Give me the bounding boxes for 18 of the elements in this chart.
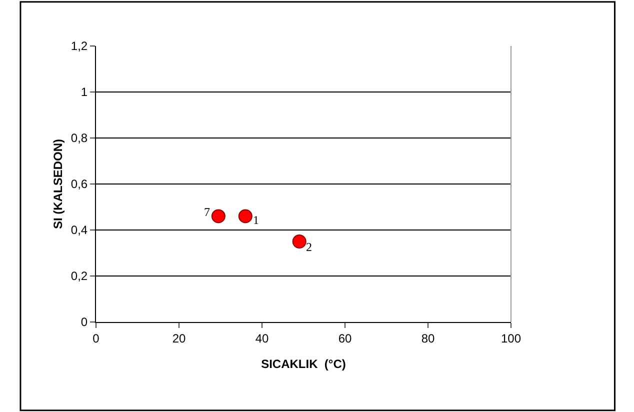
- x-tick-label: 100: [500, 331, 522, 346]
- x-tick-label: 20: [172, 331, 186, 346]
- annotation: 1: [253, 213, 259, 227]
- x-tick-label: 40: [255, 331, 269, 346]
- y-tick-label: 0,8: [70, 131, 88, 146]
- x-tick-label: 60: [338, 331, 352, 346]
- y-tick-label: 0: [80, 315, 88, 330]
- x-tick-label: 80: [421, 331, 435, 346]
- y-axis-title: SI (KALSEDON): [51, 138, 65, 229]
- annotation: 7: [204, 205, 210, 219]
- annotation: 2: [306, 240, 312, 254]
- y-tick-label: 1: [80, 85, 88, 100]
- x-axis-title: SICAKLIK (°C): [261, 357, 346, 371]
- y-tick-label: 0,4: [70, 223, 88, 238]
- y-tick-label: 0,2: [70, 269, 88, 284]
- y-tick-label: 0,6: [70, 177, 88, 192]
- y-tick-label: 1,2: [70, 39, 88, 54]
- x-tick-label: 0: [92, 331, 100, 346]
